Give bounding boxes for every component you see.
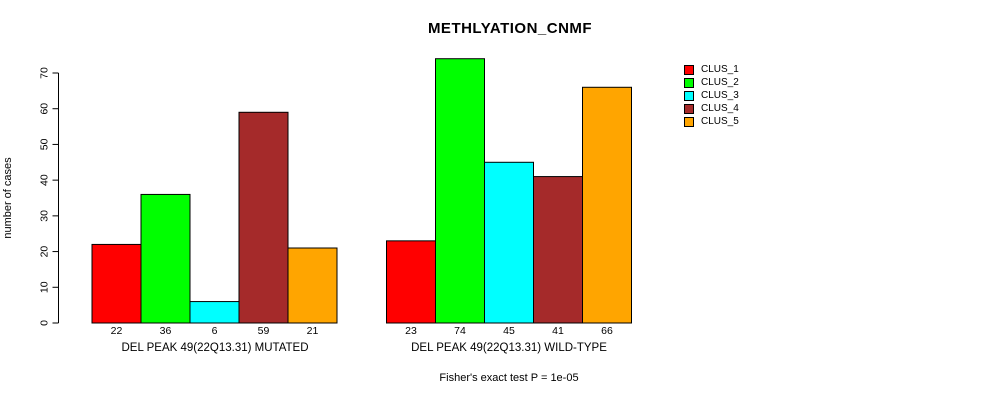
- legend-label: CLUS_4: [701, 103, 739, 114]
- group-label-mutated: DEL PEAK 49(22Q13.31) MUTATED: [121, 342, 309, 354]
- legend-swatch-clus_2: [684, 77, 694, 88]
- y-axis-tick-label: 40: [39, 174, 51, 186]
- legend-item-clus_2: CLUS_2: [684, 77, 739, 88]
- legend-swatch-clus_3: [684, 90, 694, 101]
- bar-value-label: 59: [258, 325, 270, 337]
- legend-swatch-clus_1: [684, 64, 694, 75]
- bar-value-label: 74: [454, 325, 466, 337]
- bar-CLUS_4-group1: [238, 111, 289, 324]
- y-axis-tick-label: 50: [39, 138, 51, 150]
- chart-title: METHLYATION_CNMF: [427, 20, 593, 37]
- bar-CLUS_2-group2: [435, 58, 485, 324]
- bar-value-label: 21: [307, 325, 319, 337]
- legend-item-clus_4: CLUS_4: [684, 103, 739, 114]
- y-axis-tick-label: 60: [39, 103, 51, 115]
- bar-CLUS_1-group1: [91, 243, 142, 324]
- bar-CLUS_4-group2: [533, 176, 583, 324]
- y-axis-tick-label: 0: [39, 320, 51, 326]
- y-axis-tick-label: 70: [39, 67, 51, 79]
- legend-label: CLUS_3: [701, 90, 739, 101]
- legend-label: CLUS_1: [701, 64, 739, 75]
- bar-CLUS_1-group2: [386, 240, 436, 324]
- legend-item-clus_5: CLUS_5: [684, 116, 739, 127]
- bar-value-label: 6: [212, 325, 218, 337]
- legend-label: CLUS_5: [701, 116, 739, 127]
- bar-value-label: 22: [111, 325, 123, 337]
- bar-CLUS_3-group2: [484, 161, 534, 324]
- bar-value-label: 45: [503, 325, 515, 337]
- fisher-test-annotation: Fisher's exact test P = 1e-05: [439, 372, 579, 384]
- y-axis-tick-label: 10: [39, 281, 51, 293]
- legend-item-clus_1: CLUS_1: [684, 64, 739, 75]
- y-axis-tick-label: 20: [39, 246, 51, 258]
- legend-label: CLUS_2: [701, 77, 739, 88]
- legend-swatch-clus_4: [684, 103, 694, 114]
- bar-value-label: 41: [552, 325, 564, 337]
- bar-CLUS_3-group1: [189, 301, 240, 324]
- bar-value-label: 36: [160, 325, 172, 337]
- legend: CLUS_1 CLUS_2 CLUS_3 CLUS_4 CLUS_5: [684, 64, 739, 127]
- bar-CLUS_5-group2: [582, 86, 632, 324]
- y-axis-title: number of cases: [2, 157, 14, 239]
- legend-swatch-clus_5: [684, 116, 694, 127]
- group-label-wild-type: DEL PEAK 49(22Q13.31) WILD-TYPE: [411, 342, 607, 354]
- legend-item-clus_3: CLUS_3: [684, 90, 739, 101]
- bar-value-label: 23: [405, 325, 417, 337]
- bar-CLUS_5-group1: [287, 247, 338, 324]
- bar-CLUS_2-group1: [140, 193, 191, 324]
- bar-value-label: 66: [601, 325, 613, 337]
- y-axis-tick-label: 30: [39, 210, 51, 222]
